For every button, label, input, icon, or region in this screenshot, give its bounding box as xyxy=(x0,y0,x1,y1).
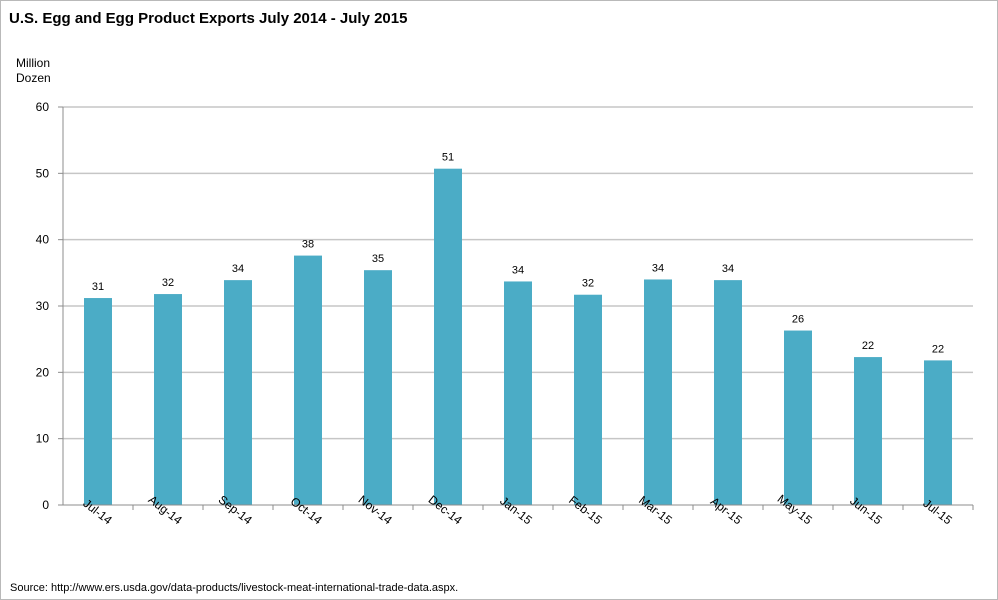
bar-Jul-14 xyxy=(84,298,112,505)
bar-Mar-15 xyxy=(644,279,672,505)
data-label-Feb-15: 32 xyxy=(582,278,594,290)
data-label-Jul-15: 22 xyxy=(932,343,944,355)
y-tick-label-40: 40 xyxy=(36,233,50,247)
data-label-Nov-14: 35 xyxy=(372,253,384,265)
bars xyxy=(84,168,952,505)
bar-Jul-15 xyxy=(924,360,952,505)
bar-Jun-15 xyxy=(854,357,882,505)
data-label-May-15: 26 xyxy=(792,314,804,326)
data-label-Jun-15: 22 xyxy=(862,340,874,352)
source-note: Source: http://www.ers.usda.gov/data-pro… xyxy=(10,582,459,594)
data-label-Apr-15: 34 xyxy=(722,263,734,275)
y-axis-label-line-1: Million xyxy=(16,56,51,70)
bar-Nov-14 xyxy=(364,270,392,505)
chart-title: U.S. Egg and Egg Product Exports July 20… xyxy=(9,10,408,27)
data-label-Aug-14: 32 xyxy=(162,277,174,289)
data-label-Dec-14: 51 xyxy=(442,152,454,164)
bar-Feb-15 xyxy=(574,294,602,505)
bar-Sep-14 xyxy=(224,280,252,505)
data-label-Jan-15: 34 xyxy=(512,264,524,276)
y-tick-label-0: 0 xyxy=(42,498,49,512)
bar-Oct-14 xyxy=(294,255,322,505)
y-tick-label-50: 50 xyxy=(36,166,50,180)
y-tick-label-60: 60 xyxy=(36,100,50,114)
bar-Dec-14 xyxy=(434,168,462,505)
bar-Aug-14 xyxy=(154,294,182,505)
y-tick-label-20: 20 xyxy=(36,365,50,379)
bar-May-15 xyxy=(784,330,812,505)
data-label-Sep-14: 34 xyxy=(232,263,244,275)
axes xyxy=(58,106,974,510)
y-axis-label-line-2: Dozen xyxy=(16,71,51,85)
bar-Apr-15 xyxy=(714,280,742,505)
y-tick-label-30: 30 xyxy=(36,299,50,313)
bar-Jan-15 xyxy=(504,281,532,505)
data-label-Jul-14: 31 xyxy=(92,281,104,293)
data-label-Mar-15: 34 xyxy=(652,262,664,274)
y-tick-label-10: 10 xyxy=(36,432,50,446)
data-label-Oct-14: 38 xyxy=(302,239,314,251)
